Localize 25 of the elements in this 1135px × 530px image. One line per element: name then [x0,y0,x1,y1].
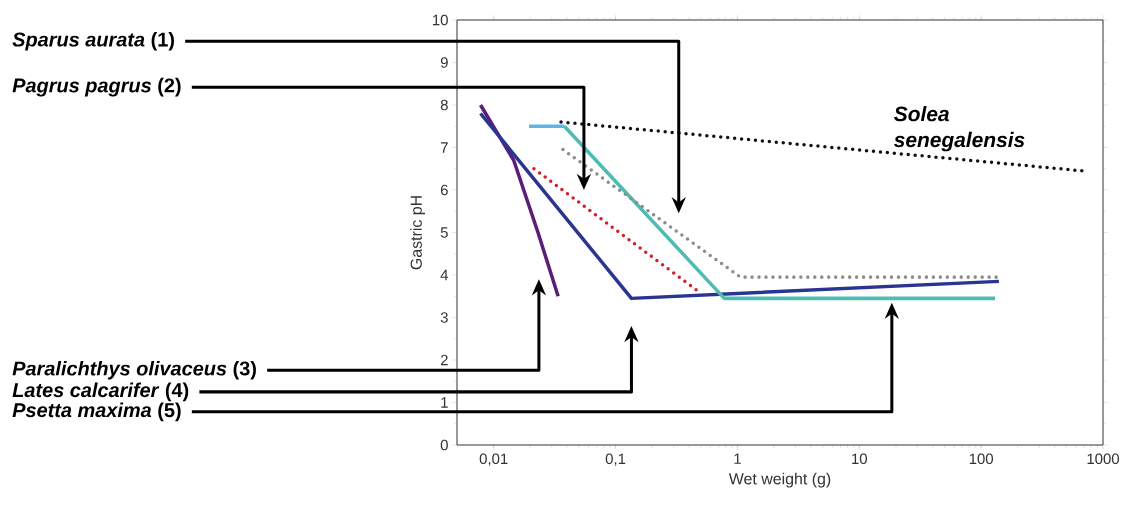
y-tick-label: 4 [440,269,449,281]
x-tick-label: 10 [852,453,867,465]
x-tick-label: 0,01 [479,453,508,466]
y-tick-label: 9 [440,57,448,68]
y-tick-label: 10 [433,14,448,26]
text: Lates calcarifer (4) [12,382,189,402]
x-tick-label: 0,1 [605,453,626,466]
text: Psetta maxima (5) [12,402,181,422]
y-axis-title: Gastric pH [410,196,426,270]
y-tick-label: 1 [441,397,448,408]
text: Sparus aurata (1) [12,31,174,51]
series-label: Solea senegalensis [893,105,1025,152]
y-tick-label: 3 [440,312,448,323]
x-axis-title: Wet weight (g) [728,472,831,488]
y-tick-label: 7 [440,142,448,153]
text: Paralichthys olivaceus (3) [12,360,256,380]
x-tick-label: 1 [734,453,741,464]
y-tick-label: 2 [440,354,448,366]
x-tick-label: 100 [969,453,994,465]
text: Pagrus pagrus (2) [12,77,181,97]
y-tick-label: 0 [440,439,448,451]
y-tick-label: 8 [440,99,448,111]
y-tick-label: 5 [440,227,448,238]
y-tick-label: 6 [440,184,448,196]
x-tick-label: 1000 [1087,453,1120,465]
